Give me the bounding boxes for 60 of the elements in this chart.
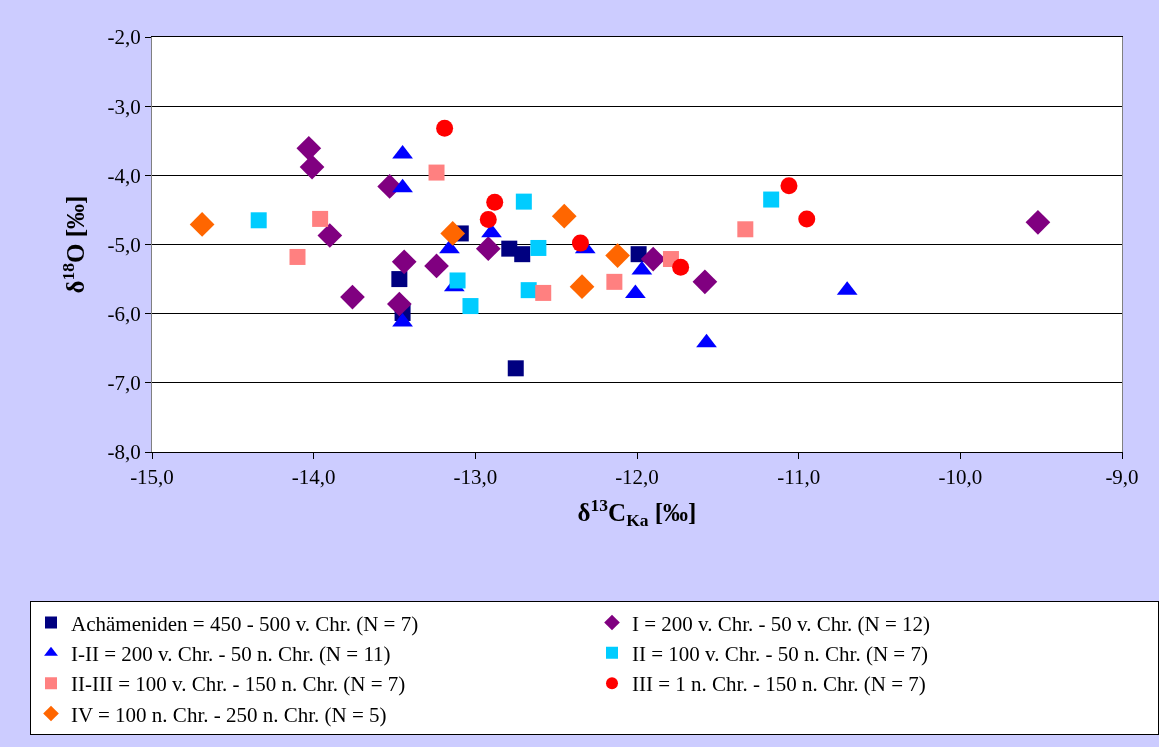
point [640,246,666,272]
x-tick-label: -13,0 [453,465,498,490]
point [289,248,306,265]
point [507,360,524,377]
point [462,298,479,315]
x-tick-label: -15,0 [130,465,174,490]
legend-label: Achämeniden = 450 - 500 v. Chr. (N = 7) [71,611,419,636]
legend-label: I-II = 200 v. Chr. - 50 n. Chr. (N = 11) [71,642,391,667]
y-tick-label: -3,0 [107,94,141,119]
y-tick-label: -8,0 [107,440,141,465]
legend-label: II = 100 v. Chr. - 50 n. Chr. (N = 7) [632,642,928,667]
x-tick-label: -11,0 [777,465,821,490]
point [1025,210,1051,235]
point [391,249,417,275]
legend-label: II-III = 100 v. Chr. - 150 n. Chr. (N = 7) [71,672,406,697]
point [479,211,497,229]
point [571,234,589,252]
x-tick-label: -12,0 [615,465,659,490]
x-tick-label: -9,0 [1105,465,1139,490]
legend-label: III = 1 n. Chr. - 150 n. Chr. (N = 7) [632,672,926,697]
x-tick-label: -10,0 [938,465,983,490]
y-tick-label: -5,0 [107,232,141,257]
point [428,164,445,181]
point [436,119,454,137]
point [605,243,630,268]
point [449,272,466,289]
point [569,274,595,300]
y-tick-label: -6,0 [107,302,141,327]
point [737,221,754,238]
point [530,239,547,256]
point [780,177,798,195]
point [535,284,552,301]
point [312,210,329,227]
x-axis-title: δ$^{13}$C$_{Ka}$ [‰] [577,494,697,531]
point [424,253,449,279]
point [250,212,267,229]
point [299,154,325,180]
point [672,258,690,276]
point [692,269,718,295]
point [317,223,343,248]
point [606,273,623,290]
y-tick-label: -4,0 [107,163,141,188]
point [189,212,215,237]
y-tick-label: -7,0 [107,371,141,396]
x-tick-label: -14,0 [291,465,336,490]
point [514,246,531,263]
point [551,203,577,229]
legend-label: I = 200 v. Chr. - 50 v. Chr. (N = 12) [632,611,931,636]
point [515,193,532,210]
y-tick-label: -2,0 [107,25,141,50]
point [391,271,408,288]
point [340,284,365,310]
point [440,221,466,246]
point [798,210,816,228]
point [387,291,412,317]
point [296,136,322,161]
point [486,193,504,211]
legend-label: IV = 100 n. Chr. - 250 n. Chr. (N = 5) [71,702,387,727]
point [475,236,501,261]
point [763,191,780,208]
